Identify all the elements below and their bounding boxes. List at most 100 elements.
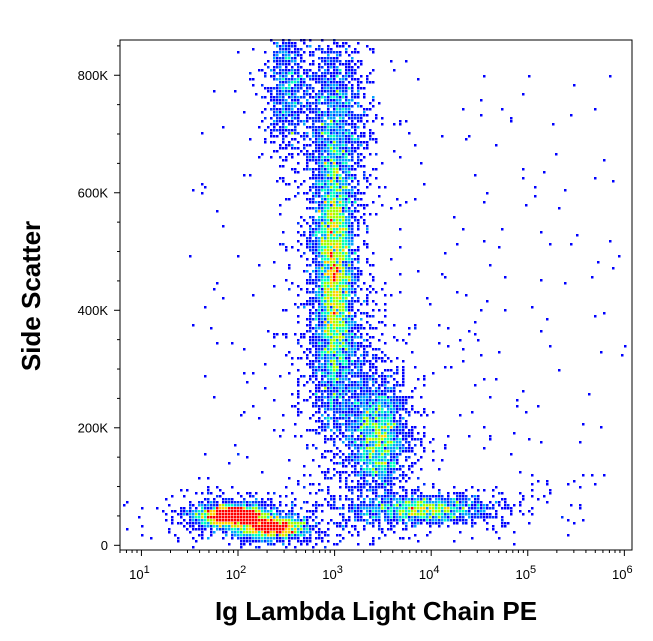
density-dot	[369, 486, 372, 489]
density-dot	[219, 528, 222, 531]
density-dot	[339, 135, 342, 138]
density-dot	[336, 348, 339, 351]
density-dot	[288, 42, 291, 45]
density-dot	[426, 519, 429, 522]
density-dot	[306, 318, 309, 321]
density-dot	[348, 222, 351, 225]
density-dot	[363, 177, 366, 180]
density-dot	[396, 405, 399, 408]
density-dot	[342, 321, 345, 324]
density-dot	[342, 375, 345, 378]
density-dot	[327, 246, 330, 249]
density-dot	[321, 324, 324, 327]
density-dot	[591, 276, 594, 279]
density-dot	[372, 525, 375, 528]
density-dot	[477, 516, 480, 519]
density-dot	[306, 447, 309, 450]
density-dot	[378, 393, 381, 396]
density-dot	[318, 48, 321, 51]
density-dot	[357, 126, 360, 129]
density-dot	[300, 519, 303, 522]
density-dot	[327, 318, 330, 321]
density-dot	[348, 231, 351, 234]
density-dot	[309, 225, 312, 228]
density-dot	[321, 267, 324, 270]
density-dot	[279, 81, 282, 84]
density-dot	[333, 378, 336, 381]
density-dot	[294, 531, 297, 534]
density-dot	[288, 78, 291, 81]
density-dot	[390, 387, 393, 390]
density-dot	[342, 78, 345, 81]
density-dot	[447, 495, 450, 498]
density-dot	[417, 477, 420, 480]
density-dot	[345, 222, 348, 225]
density-dot	[288, 528, 291, 531]
density-dot	[327, 219, 330, 222]
density-dot	[309, 102, 312, 105]
density-dot	[327, 405, 330, 408]
density-dot	[195, 522, 198, 525]
density-dot	[228, 519, 231, 522]
density-dot	[171, 519, 174, 522]
density-dot	[348, 402, 351, 405]
density-dot	[369, 183, 372, 186]
density-dot	[405, 411, 408, 414]
density-dot	[189, 519, 192, 522]
density-dot	[393, 420, 396, 423]
density-dot	[453, 513, 456, 516]
density-dot	[312, 198, 315, 201]
density-dot	[375, 387, 378, 390]
density-dot	[324, 267, 327, 270]
density-dot	[384, 534, 387, 537]
density-dot	[324, 342, 327, 345]
density-dot	[357, 276, 360, 279]
density-dot	[357, 360, 360, 363]
density-dot	[270, 516, 273, 519]
density-dot	[333, 384, 336, 387]
density-dot	[321, 264, 324, 267]
density-dot	[474, 321, 477, 324]
density-dot	[321, 330, 324, 333]
density-dot	[252, 540, 255, 543]
density-dot	[330, 126, 333, 129]
density-dot	[282, 111, 285, 114]
density-dot	[315, 249, 318, 252]
density-dot	[438, 504, 441, 507]
density-dot	[360, 360, 363, 363]
density-dot	[417, 540, 420, 543]
density-dot	[315, 357, 318, 360]
density-dot	[243, 537, 246, 540]
density-dot	[342, 180, 345, 183]
density-dot	[384, 483, 387, 486]
density-dot	[351, 282, 354, 285]
density-dot	[312, 345, 315, 348]
density-dot	[378, 432, 381, 435]
density-dot	[273, 105, 276, 108]
density-dot	[309, 483, 312, 486]
density-dot	[303, 192, 306, 195]
density-dot	[318, 192, 321, 195]
density-dot	[384, 315, 387, 318]
density-dot	[414, 444, 417, 447]
density-dot	[363, 345, 366, 348]
density-dot	[297, 111, 300, 114]
density-dot	[327, 240, 330, 243]
density-dot	[324, 318, 327, 321]
density-dot	[339, 336, 342, 339]
density-dot	[321, 162, 324, 165]
density-dot	[321, 180, 324, 183]
density-dot	[327, 198, 330, 201]
density-dot	[345, 288, 348, 291]
density-dot	[327, 54, 330, 57]
density-dot	[381, 429, 384, 432]
density-dot	[330, 300, 333, 303]
density-dot	[351, 195, 354, 198]
density-dot	[540, 231, 543, 234]
density-dot	[315, 258, 318, 261]
density-dot	[324, 81, 327, 84]
density-dot	[330, 225, 333, 228]
density-dot	[330, 267, 333, 270]
density-dot	[318, 321, 321, 324]
density-dot	[234, 90, 237, 93]
